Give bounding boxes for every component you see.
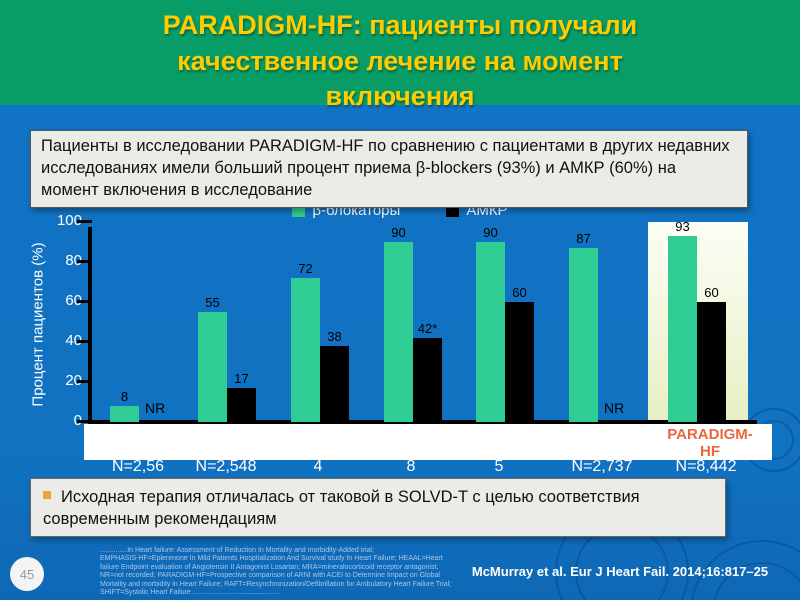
footnote-line: Mortality and morbidity in Heart Failure… bbox=[100, 580, 452, 588]
bar-amkr bbox=[697, 302, 726, 422]
bar-value-label: 60 bbox=[704, 285, 719, 300]
x-axis-n-label: N=2,737 bbox=[571, 458, 633, 475]
y-tick-mark bbox=[77, 220, 92, 223]
bullet-square-icon bbox=[43, 491, 51, 499]
bar-amkr bbox=[413, 338, 442, 422]
bullet-text: Исходная терапия отличалась от таковой в… bbox=[43, 488, 640, 529]
y-tick-mark bbox=[77, 420, 92, 423]
x-axis-n-label: 4 bbox=[313, 458, 323, 475]
title-banner bbox=[0, 0, 800, 105]
y-tick-label: 20 bbox=[65, 372, 82, 389]
x-axis-n-label: 8 bbox=[406, 458, 416, 475]
footnote-line: ..............In Heart failure: Assessme… bbox=[100, 547, 374, 554]
footnote-line: NR=not recorded; PARADIGM-HF=Prospective… bbox=[100, 572, 440, 580]
bar-beta-blockers bbox=[110, 406, 139, 422]
summary-box: Пациенты в исследовании PARADIGM-HF по с… bbox=[30, 130, 748, 208]
bar-beta-blockers bbox=[291, 278, 320, 422]
bar-value-label: 17 bbox=[234, 371, 249, 386]
nr-label: NR bbox=[604, 400, 625, 416]
bar-value-label: 42* bbox=[417, 321, 438, 336]
y-tick-label: 0 bbox=[38, 412, 82, 429]
y-tick-mark bbox=[77, 380, 92, 383]
bar-beta-blockers bbox=[668, 236, 697, 422]
bar-amkr bbox=[505, 302, 534, 422]
x-axis-n-label: N=2,56 bbox=[111, 458, 165, 475]
bar-value-label: 72 bbox=[298, 261, 313, 276]
y-tick-mark bbox=[77, 340, 92, 343]
nr-label: NR bbox=[145, 400, 166, 416]
x-axis-n-label: 5 bbox=[494, 458, 504, 475]
bar-beta-blockers bbox=[198, 312, 227, 422]
bar-beta-blockers bbox=[569, 248, 598, 422]
bar-value-label: 8 bbox=[120, 389, 129, 404]
bar-amkr bbox=[320, 346, 349, 422]
bar-value-label: 93 bbox=[675, 219, 690, 234]
y-tick-label: 40 bbox=[65, 332, 82, 349]
bar-value-label: 87 bbox=[576, 231, 591, 246]
y-tick-label: 80 bbox=[65, 252, 82, 269]
page-number: 45 bbox=[19, 566, 35, 582]
bar-value-label: 90 bbox=[483, 225, 498, 240]
bar-value-label: 38 bbox=[327, 329, 342, 344]
bar-beta-blockers bbox=[384, 242, 413, 422]
x-axis-label-strip bbox=[84, 424, 772, 460]
footnote-line: SHIFT=Systolic Heart Failure ...........… bbox=[100, 588, 281, 596]
footnote-line: EMPHASIS-HF=Eplerenone In Mild Patients … bbox=[100, 555, 443, 563]
bar-value-label: 90 bbox=[391, 225, 406, 240]
footnote-abbreviations: ..............In Heart failure: Assessme… bbox=[100, 547, 540, 597]
bullet-box: Исходная терапия отличалась от таковой в… bbox=[30, 478, 726, 537]
paradigm-hf-label: PARADIGM- HF bbox=[667, 426, 753, 460]
page-number-badge: 45 bbox=[10, 557, 44, 591]
y-axis-line bbox=[88, 227, 92, 424]
summary-text: Пациенты в исследовании PARADIGM-HF по с… bbox=[41, 137, 730, 199]
bar-amkr bbox=[227, 388, 256, 422]
y-tick-mark bbox=[77, 260, 92, 263]
y-tick-label: 60 bbox=[65, 292, 82, 309]
x-axis-n-label: N=8,442 bbox=[675, 458, 737, 475]
bar-beta-blockers bbox=[476, 242, 505, 422]
bar-value-label: 55 bbox=[205, 295, 220, 310]
footnote-line: failure Endpoint evaluation of Angiotens… bbox=[100, 563, 439, 571]
y-tick-mark bbox=[77, 300, 92, 303]
x-axis-n-label: N=2,548 bbox=[195, 458, 257, 475]
x-axis-line bbox=[88, 420, 757, 424]
slide-title: PARADIGM-HF: пациенты получали качествен… bbox=[162, 10, 638, 112]
citation: McMurray et al. Eur J Heart Fail. 2014;1… bbox=[471, 564, 769, 579]
bar-value-label: 60 bbox=[512, 285, 527, 300]
y-tick-label: 100 bbox=[56, 212, 82, 229]
